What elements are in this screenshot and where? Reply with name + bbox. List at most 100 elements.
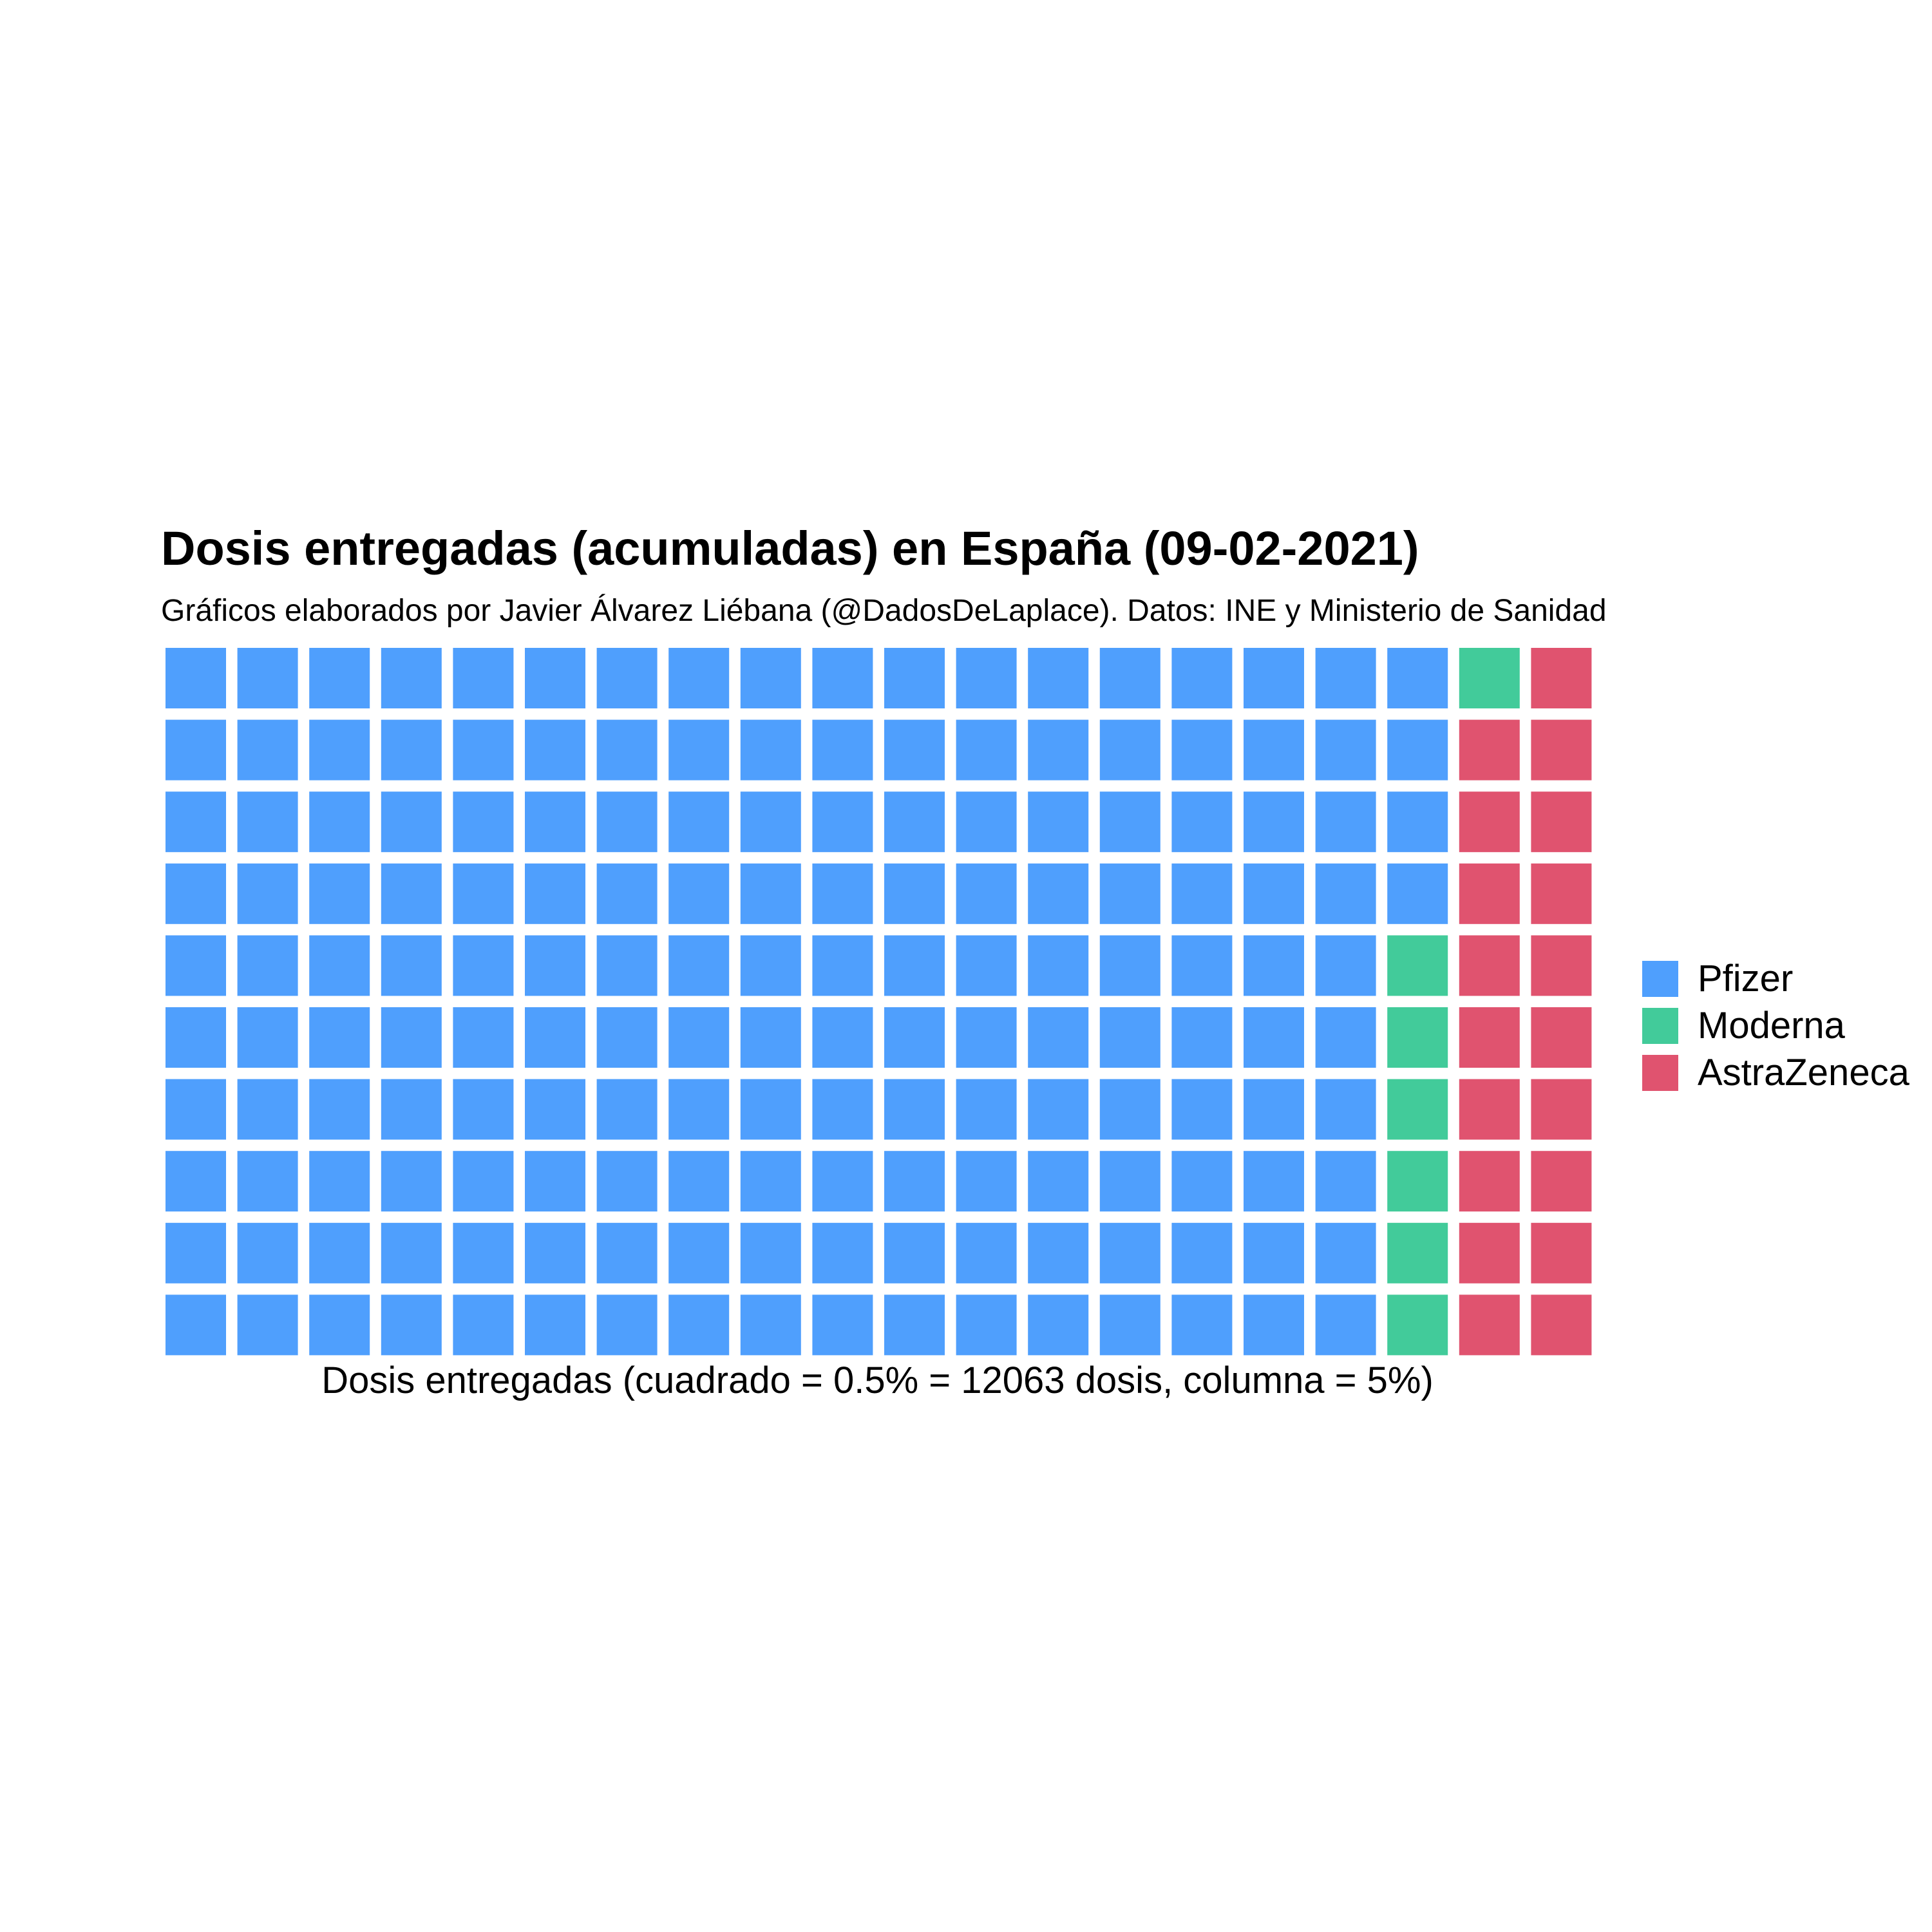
waffle-square-pfizer <box>1099 791 1160 853</box>
waffle-square-pfizer <box>453 791 514 853</box>
waffle-square-pfizer <box>596 1222 658 1283</box>
waffle-square-pfizer <box>1028 719 1089 781</box>
waffle-square-pfizer <box>381 935 442 996</box>
waffle-square-pfizer <box>596 791 658 853</box>
waffle-square-pfizer <box>740 1007 801 1068</box>
waffle-square-pfizer <box>596 719 658 781</box>
waffle-square-moderna <box>1387 1294 1448 1356</box>
waffle-square-astrazeneca <box>1531 935 1592 996</box>
waffle-square-astrazeneca <box>1531 719 1592 781</box>
waffle-square-pfizer <box>740 1079 801 1140</box>
waffle-square-pfizer <box>453 1294 514 1356</box>
waffle-square-pfizer <box>237 1151 298 1212</box>
waffle-square-pfizer <box>668 1222 730 1283</box>
waffle-square-pfizer <box>884 1007 945 1068</box>
waffle-square-pfizer <box>1028 1222 1089 1283</box>
waffle-square-pfizer <box>812 935 873 996</box>
waffle-square-pfizer <box>884 648 945 708</box>
waffle-square-pfizer <box>453 935 514 996</box>
waffle-square-pfizer <box>1171 719 1233 781</box>
waffle-square-pfizer <box>596 935 658 996</box>
waffle-square-pfizer <box>956 1294 1017 1356</box>
waffle-square-pfizer <box>1099 863 1160 924</box>
waffle-square-pfizer <box>525 719 585 781</box>
waffle-square-pfizer <box>381 719 442 781</box>
waffle-square-pfizer <box>596 1007 658 1068</box>
waffle-square-pfizer <box>1244 719 1304 781</box>
waffle-square-pfizer <box>1099 648 1160 708</box>
waffle-square-pfizer <box>1244 863 1304 924</box>
waffle-square-pfizer <box>1315 935 1376 996</box>
legend-item-moderna: Moderna <box>1642 1002 1909 1049</box>
waffle-square-pfizer <box>1244 1151 1304 1212</box>
waffle-square-pfizer <box>1244 791 1304 853</box>
waffle-square-pfizer <box>1387 863 1448 924</box>
waffle-square-pfizer <box>237 935 298 996</box>
waffle-square-pfizer <box>1315 791 1376 853</box>
waffle-square-pfizer <box>525 791 585 853</box>
waffle-square-pfizer <box>237 1222 298 1283</box>
x-axis-label: Dosis entregadas (cuadrado = 0.5% = 1206… <box>321 1359 1434 1401</box>
waffle-square-pfizer <box>1099 935 1160 996</box>
waffle-square-pfizer <box>309 1007 370 1068</box>
waffle-square-astrazeneca <box>1459 863 1520 924</box>
waffle-square-pfizer <box>884 1151 945 1212</box>
waffle-square-pfizer <box>1171 1222 1233 1283</box>
waffle-square-pfizer <box>381 1007 442 1068</box>
waffle-square-pfizer <box>309 791 370 853</box>
waffle-square-pfizer <box>1171 1294 1233 1356</box>
waffle-square-pfizer <box>1244 1079 1304 1140</box>
waffle-square-pfizer <box>525 1151 585 1212</box>
waffle-square-pfizer <box>453 1007 514 1068</box>
waffle-square-pfizer <box>453 863 514 924</box>
waffle-square-pfizer <box>1387 791 1448 853</box>
waffle-square-pfizer <box>812 863 873 924</box>
waffle-square-pfizer <box>812 1222 873 1283</box>
waffle-square-pfizer <box>956 1151 1017 1212</box>
waffle-square-pfizer <box>812 791 873 853</box>
waffle-square-pfizer <box>166 791 226 853</box>
waffle-square-pfizer <box>453 719 514 781</box>
waffle-square-astrazeneca <box>1459 791 1520 853</box>
waffle-square-pfizer <box>525 1007 585 1068</box>
waffle-square-pfizer <box>237 863 298 924</box>
waffle-square-pfizer <box>381 863 442 924</box>
waffle-square-pfizer <box>1171 791 1233 853</box>
waffle-square-pfizer <box>884 863 945 924</box>
waffle-square-pfizer <box>1099 1222 1160 1283</box>
waffle-square-pfizer <box>1171 935 1233 996</box>
waffle-square-pfizer <box>740 863 801 924</box>
waffle-square-pfizer <box>596 1294 658 1356</box>
waffle-square-pfizer <box>1315 648 1376 708</box>
waffle-square-pfizer <box>956 719 1017 781</box>
waffle-square-pfizer <box>668 935 730 996</box>
legend-item-astrazeneca: AstraZeneca <box>1642 1049 1909 1096</box>
legend-swatch-moderna <box>1642 1007 1678 1044</box>
waffle-square-astrazeneca <box>1531 1079 1592 1140</box>
waffle-square-pfizer <box>1028 1294 1089 1356</box>
waffle-square-pfizer <box>525 1294 585 1356</box>
waffle-square-pfizer <box>166 935 226 996</box>
waffle-square-pfizer <box>525 1222 585 1283</box>
waffle-square-pfizer <box>1028 1151 1089 1212</box>
waffle-square-pfizer <box>1315 1151 1376 1212</box>
waffle-square-pfizer <box>740 719 801 781</box>
waffle-square-pfizer <box>1244 648 1304 708</box>
legend-swatch-pfizer <box>1642 960 1678 997</box>
waffle-square-pfizer <box>166 1151 226 1212</box>
waffle-square-pfizer <box>740 1151 801 1212</box>
waffle-square-pfizer <box>812 1151 873 1212</box>
waffle-square-pfizer <box>740 791 801 853</box>
waffle-square-astrazeneca <box>1459 1222 1520 1283</box>
waffle-square-pfizer <box>1028 1007 1089 1068</box>
waffle-square-pfizer <box>1099 1294 1160 1356</box>
chart-title: Dosis entregadas (acumuladas) en España … <box>161 522 1419 575</box>
waffle-square-astrazeneca <box>1459 1079 1520 1140</box>
legend-item-pfizer: Pfizer <box>1642 955 1909 1002</box>
waffle-square-pfizer <box>1171 1079 1233 1140</box>
waffle-square-pfizer <box>740 1222 801 1283</box>
waffle-square-pfizer <box>237 648 298 708</box>
waffle-square-pfizer <box>1028 648 1089 708</box>
waffle-square-pfizer <box>1315 1294 1376 1356</box>
waffle-square-pfizer <box>884 1294 945 1356</box>
